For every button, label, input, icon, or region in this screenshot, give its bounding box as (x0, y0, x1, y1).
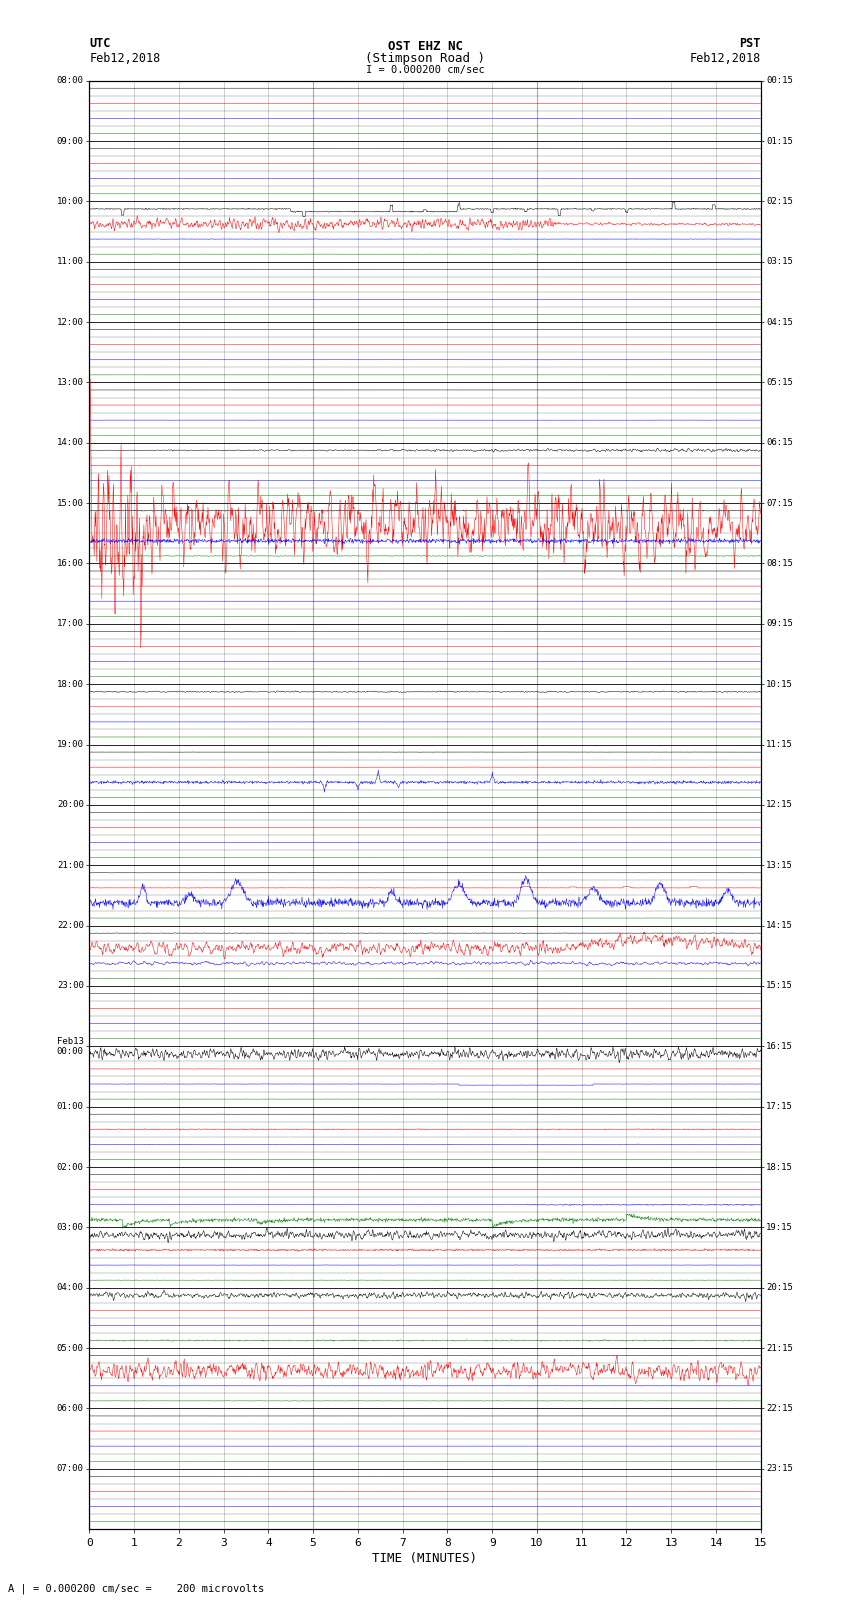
Text: OST EHZ NC: OST EHZ NC (388, 40, 462, 53)
Text: UTC: UTC (89, 37, 110, 50)
X-axis label: TIME (MINUTES): TIME (MINUTES) (372, 1552, 478, 1565)
Text: Feb12,2018: Feb12,2018 (89, 52, 161, 65)
Text: PST: PST (740, 37, 761, 50)
Text: A | = 0.000200 cm/sec =    200 microvolts: A | = 0.000200 cm/sec = 200 microvolts (8, 1582, 264, 1594)
Text: Feb12,2018: Feb12,2018 (689, 52, 761, 65)
Text: (Stimpson Road ): (Stimpson Road ) (365, 52, 485, 65)
Text: I = 0.000200 cm/sec: I = 0.000200 cm/sec (366, 65, 484, 74)
